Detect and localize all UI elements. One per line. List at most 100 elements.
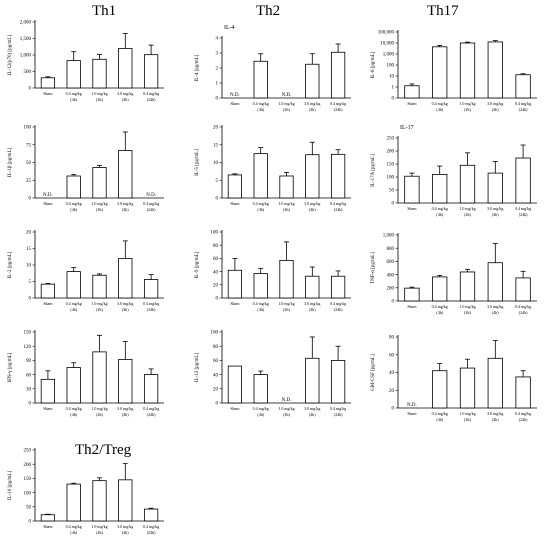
bar [66, 60, 81, 89]
category-label: 3.0 mg/kg [117, 301, 133, 306]
category-label: 0.4 mg/kg [143, 406, 159, 411]
category-label: 3.0 mg/kg [117, 524, 133, 529]
category-label: 1.0 mg/kg [459, 101, 475, 106]
y-tick-label: 50 [26, 161, 32, 166]
category-sublabel: (4h) [70, 207, 77, 212]
category-label: 0.4 mg/kg [330, 101, 346, 106]
category-label: 3.0 mg/kg [304, 201, 320, 206]
category-label: 0.4 mg/kg [515, 206, 531, 211]
category-label: 0.4 mg/kg [66, 91, 82, 96]
category-sublabel: (4h) [436, 212, 443, 217]
y-axis-label: GM-CSF [pg/mL] [371, 354, 376, 391]
y-tick-label: 1,500 [20, 37, 32, 42]
y-tick-label: 0 [392, 202, 395, 207]
y-tick-label: 40 [213, 373, 219, 378]
y-tick-label: 0 [392, 407, 395, 412]
category-label: 3.0 mg/kg [487, 206, 503, 211]
category-label: 1.0 mg/kg [278, 301, 294, 306]
chart-il6: 0 1 10 100 1,000 10,000 100,000 IL-6 [pg/mL] Sha… [371, 30, 537, 112]
category-label: 0.4 mg/kg [432, 206, 448, 211]
y-tick-label: 600 [387, 260, 395, 265]
category-label: 0.4 mg/kg [432, 411, 448, 416]
bar [279, 259, 294, 299]
category-sublabel: (4h) [436, 107, 443, 112]
category-label: 1.0 mg/kg [278, 201, 294, 206]
category-label: 1.0 mg/kg [459, 411, 475, 416]
category-label: 1.0 mg/kg [278, 101, 294, 106]
bar [305, 357, 320, 404]
category-sublabel: (4h) [122, 412, 129, 417]
y-tick-label: 20 [26, 231, 32, 236]
bar [92, 58, 107, 89]
y-tick-label: 20 [389, 389, 395, 394]
y-tick-label: 4 [216, 37, 219, 42]
bar [459, 271, 476, 302]
y-tick-label: 20 [213, 284, 219, 289]
bar [92, 480, 107, 522]
bar [118, 359, 133, 404]
category-sublabel: (4h) [283, 307, 290, 312]
category-label: 1.0 mg/kg [91, 406, 107, 411]
category-sublabel: (24h) [334, 107, 343, 112]
bar [432, 174, 448, 204]
category-sublabel: (24h) [334, 307, 343, 312]
y-tick-label: 40 [389, 371, 395, 376]
nd-label: N.D. [407, 403, 417, 408]
bar [118, 479, 133, 522]
y-tick-label: 1 [216, 82, 219, 87]
y-axis-label: IL-1β [pg/mL] [8, 147, 13, 177]
y-tick-label: 150 [24, 331, 32, 336]
bar [330, 360, 346, 404]
bar [305, 63, 320, 99]
category-sublabel: (24h) [334, 412, 343, 417]
y-tick-label: 250 [387, 137, 395, 142]
group-title-th2treg: Th2/Treg [75, 442, 132, 458]
chart-il12: 0 500 1,000 1,500 2,000 IL-12(p70) [pg/mL] Sha… [8, 20, 164, 102]
category-label: 3.0 mg/kg [117, 406, 133, 411]
chart-il17a: IL-17 0 50 100 150 200 250 IL-17A [pg/mL] Sham 0.… [371, 125, 537, 217]
category-sublabel: (4h) [96, 412, 103, 417]
y-tick-label: 25 [26, 179, 32, 184]
y-tick-label: 100 [211, 231, 219, 236]
category-sublabel: (4h) [257, 207, 264, 212]
bar [66, 271, 81, 299]
category-sublabel: (4h) [283, 107, 290, 112]
y-tick-label: 0 [29, 197, 32, 202]
bar [515, 277, 531, 302]
category-label: 0.4 mg/kg [66, 301, 82, 306]
bar [92, 351, 107, 404]
bar [404, 287, 420, 302]
category-sublabel: (4h) [464, 417, 471, 422]
category-label: Sham [407, 101, 417, 106]
y-tick-label: 60 [26, 373, 32, 378]
category-sublabel: (4h) [492, 107, 499, 112]
category-sublabel: (24h) [147, 307, 156, 312]
bar [92, 274, 107, 299]
y-tick-label: 150 [24, 477, 32, 482]
category-sublabel: (4h) [257, 412, 264, 417]
y-tick-label: 0 [29, 520, 32, 525]
y-tick-label: 0 [216, 402, 219, 407]
bar [92, 167, 107, 199]
y-tick-label: 5 [216, 179, 219, 184]
category-label: 0.4 mg/kg [253, 406, 269, 411]
category-sublabel: (24h) [147, 97, 156, 102]
y-tick-label: 75 [26, 143, 32, 148]
y-axis-label: IL-13 [pg/mL] [195, 353, 200, 383]
group-title-th17: Th17 [427, 3, 459, 19]
y-tick-label: 0 [29, 402, 32, 407]
y-tick-label: 120 [24, 345, 32, 350]
category-label: 0.4 mg/kg [330, 301, 346, 306]
bar [118, 258, 133, 299]
bar [459, 42, 476, 99]
bar [40, 283, 56, 299]
y-axis-label: IL-6 [pg/mL] [371, 51, 376, 78]
bar [227, 269, 243, 299]
y-tick-label: 100 [387, 176, 395, 181]
category-sublabel: (4h) [70, 530, 77, 535]
y-tick-label: 100,000 [378, 31, 395, 36]
category-label: 0.4 mg/kg [143, 301, 159, 306]
bar [487, 41, 503, 99]
y-tick-label: 0 [392, 97, 395, 102]
